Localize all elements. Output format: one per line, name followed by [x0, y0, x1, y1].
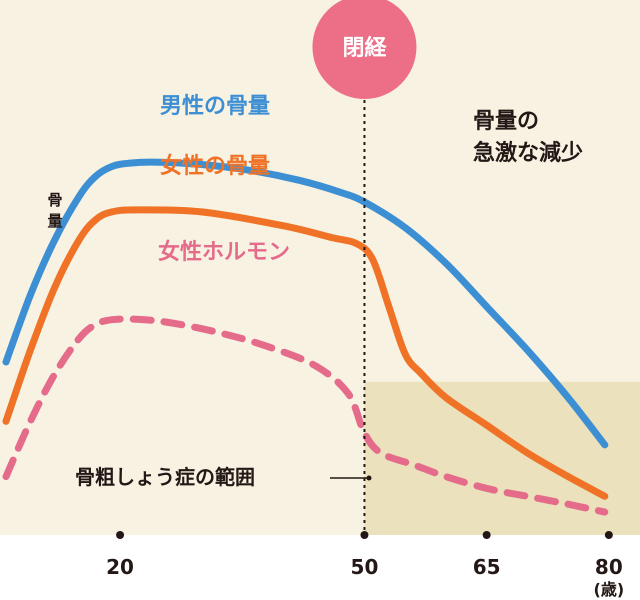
rapid-decrease-annotation: 骨量の急激な減少 [473, 109, 583, 166]
x-axis: 20 50 65 80 [106, 531, 623, 579]
osteoporosis-range-label: 骨粗しょう症の範囲 [75, 465, 255, 489]
osteoporosis-range-pointer-dot [366, 475, 372, 481]
x-tick-dot [360, 531, 369, 539]
x-tick-label: 65 [473, 555, 501, 579]
x-tick-dot [482, 531, 491, 539]
x-tick-dot [116, 531, 125, 539]
series-layer [2, 158, 609, 516]
y-axis-label-char: 量 [47, 212, 62, 230]
male-bone-density-line [2, 158, 609, 449]
female-bone-density-line [2, 206, 609, 500]
y-axis-label-char: 骨 [47, 191, 62, 209]
female-hormone-line [2, 315, 609, 516]
menopause-marker [312, 0, 417, 99]
female-bone-density-label: 女性の骨量 [160, 153, 270, 179]
male-bone-density-label: 男性の骨量 [160, 94, 270, 119]
menopause-label: 閉経 [342, 35, 387, 61]
female-hormone-label: 女性ホルモン [158, 239, 290, 265]
x-tick-label: 80 [595, 555, 623, 579]
x-axis-unit: (歳) [594, 580, 625, 599]
x-tick-label: 20 [106, 555, 134, 579]
x-tick-dot [604, 531, 613, 539]
annotation-line: 急激な減少 [473, 140, 583, 166]
x-tick-label: 50 [351, 555, 379, 579]
y-axis-label: 骨量 [47, 191, 62, 230]
osteoporosis-range-area [364, 381, 640, 535]
annotation-line: 骨量の [473, 109, 539, 134]
